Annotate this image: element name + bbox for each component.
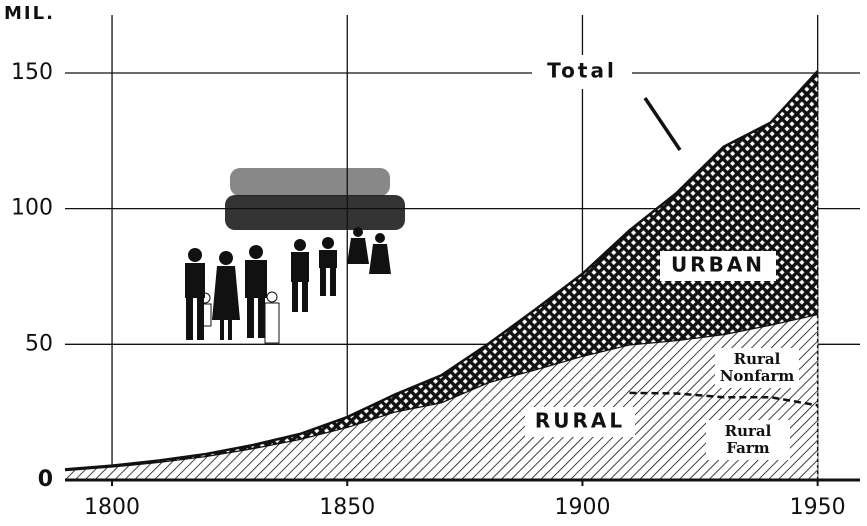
area-top-line <box>64 70 819 471</box>
people-illustration <box>185 168 405 344</box>
y-axis-label: MIL. <box>4 3 55 24</box>
area-rural <box>65 313 818 480</box>
y-tick-label: 150 <box>11 60 53 85</box>
series-label: RURAL <box>535 409 625 433</box>
y-tick-label: 100 <box>11 196 53 221</box>
x-tick-label: 1900 <box>554 495 610 520</box>
x-tick-label: 1800 <box>84 495 140 520</box>
series-label: URBAN <box>671 253 765 277</box>
y-tick-label: 0 <box>38 467 53 492</box>
annotation-bg <box>715 348 799 388</box>
series-label-bg <box>706 420 790 460</box>
annotation-pointer <box>643 97 682 151</box>
series-label-bg <box>525 407 635 437</box>
series-label: Rural Farm <box>725 422 772 457</box>
annotation: Total <box>547 59 617 83</box>
annotation-bg <box>532 55 632 89</box>
rural-farm-line <box>629 391 818 407</box>
series-label-bg <box>660 251 776 281</box>
x-tick-label: 1850 <box>319 495 375 520</box>
x-tick-label: 1950 <box>790 495 846 520</box>
y-tick-label: 50 <box>25 331 53 356</box>
annotation: Rural Nonfarm <box>720 350 795 385</box>
